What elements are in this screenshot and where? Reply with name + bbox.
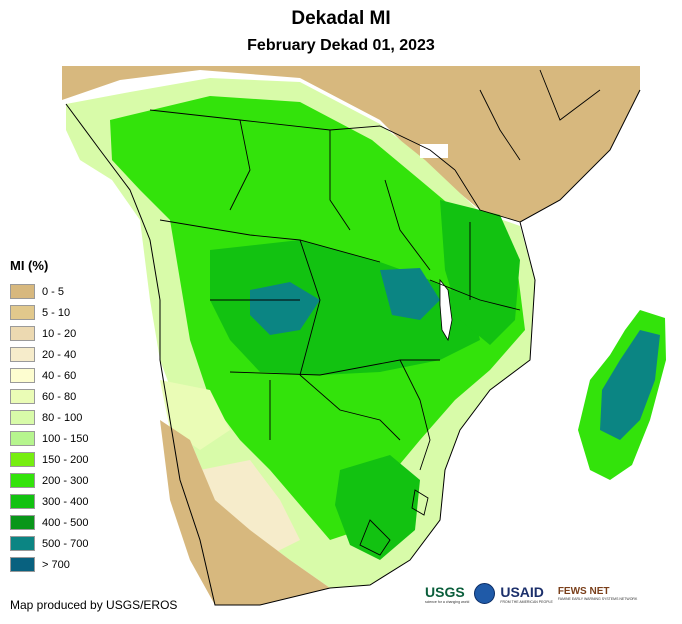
legend-item: 150 - 200 [10,449,88,470]
legend-swatch [10,347,35,362]
map-country-borders [149,69,601,556]
usaid-logo-tagline: FROM THE AMERICAN PEOPLE [500,599,553,604]
legend-label: > 700 [42,558,70,571]
usgs-logo: USGS science for a changing world [425,584,469,604]
legend-item: 0 - 5 [10,281,88,302]
legend-swatch [10,368,35,383]
legend-item: 200 - 300 [10,470,88,491]
map-credit: Map produced by USGS/EROS [10,598,178,612]
legend-items: 0 - 5 5 - 10 10 - 20 20 - 40 40 - 60 60 - 80 8… [10,281,88,575]
fews-net-logo-tagline: FAMINE EARLY WARNING SYSTEMS NETWORK [557,597,638,601]
legend-swatch [10,284,35,299]
legend-item: 60 - 80 [10,386,88,407]
usgs-logo-tagline: science for a changing world [425,599,470,604]
usgs-logo-text: USGS [425,583,465,600]
noaa-logo-icon [474,583,496,604]
legend-label: 20 - 40 [42,348,77,361]
map-moisture-darkgreen-east [440,200,520,345]
fews-net-logo: FEWS NET FAMINE EARLY WARNING SYSTEMS NE… [558,586,637,601]
legend-swatch [10,494,35,509]
legend-swatch [10,410,35,425]
legend-swatch [10,536,35,551]
legend-title: MI (%) [10,258,49,273]
legend-swatch [10,326,35,341]
legend-item: 400 - 500 [10,512,88,533]
legend-item: 500 - 700 [10,533,88,554]
legend-item: 40 - 60 [10,365,88,386]
legend-item: 100 - 150 [10,428,88,449]
legend-swatch [10,557,35,572]
legend-item: 10 - 20 [10,323,88,344]
map-moisture-darkgreen-south [335,455,420,560]
legend-item: 80 - 100 [10,407,88,428]
usaid-logo: USAID FROM THE AMERICAN PEOPLE [500,584,552,604]
map-subtitle: February Dekad 01, 2023 [247,37,435,54]
map-title: Dekadal MI [291,8,391,29]
legend-label: 500 - 700 [42,537,89,550]
partner-logos: USGS science for a changing world USAID … [425,583,637,604]
legend-swatch [10,515,35,530]
fews-net-logo-text: FEWS NET [557,586,610,597]
legend: MI (%) 0 - 5 5 - 10 10 - 20 20 - 40 40 - 60 6… [10,258,88,575]
map-dry-patch-kalahari [200,460,300,560]
map-lake-malawi [439,278,453,342]
map-desert-southwest [160,420,330,605]
legend-item: 20 - 40 [10,344,88,365]
legend-swatch [10,473,35,488]
legend-label: 200 - 300 [42,474,89,487]
legend-swatch [10,389,35,404]
legend-label: 60 - 80 [42,390,77,403]
legend-label: 40 - 60 [42,369,77,382]
legend-item: > 700 [10,554,88,575]
map-land-background [62,66,640,222]
legend-item: 5 - 10 [10,302,88,323]
map-lake-victoria [420,144,448,158]
legend-label: 5 - 10 [42,306,71,319]
map-moisture-teal-2 [380,268,440,320]
legend-label: 150 - 200 [42,453,89,466]
legend-label: 80 - 100 [42,411,83,424]
map-moisture-teal [250,282,320,335]
legend-label: 400 - 500 [42,516,89,529]
legend-label: 300 - 400 [42,495,89,508]
legend-item: 300 - 400 [10,491,88,512]
map-coastline [65,89,641,606]
legend-swatch [10,431,35,446]
legend-label: 10 - 20 [42,327,77,340]
legend-label: 0 - 5 [42,285,65,298]
legend-swatch [10,305,35,320]
legend-label: 100 - 150 [42,432,89,445]
usaid-logo-text: USAID [500,583,544,600]
legend-swatch [10,452,35,467]
map-madagascar-teal [600,330,660,440]
